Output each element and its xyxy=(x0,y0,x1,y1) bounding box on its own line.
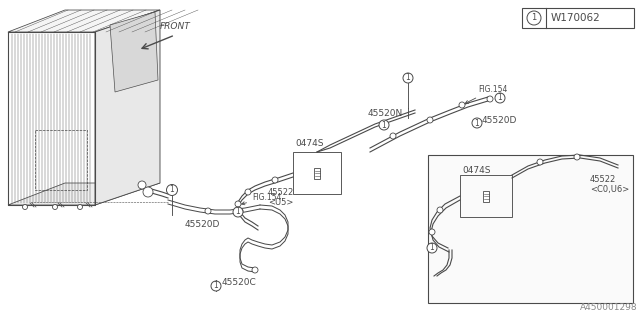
Circle shape xyxy=(233,207,243,217)
Text: 45520C: 45520C xyxy=(222,278,257,287)
Circle shape xyxy=(390,133,396,139)
Text: FRONT: FRONT xyxy=(159,22,190,31)
Circle shape xyxy=(495,93,505,103)
Text: W170062: W170062 xyxy=(551,13,601,23)
Circle shape xyxy=(252,267,258,273)
Circle shape xyxy=(429,229,435,235)
Polygon shape xyxy=(8,183,160,205)
Circle shape xyxy=(205,208,211,214)
Bar xyxy=(293,152,341,194)
Text: 1: 1 xyxy=(381,121,387,130)
Text: 1: 1 xyxy=(531,13,536,22)
Bar xyxy=(428,155,633,303)
Circle shape xyxy=(537,159,543,165)
Circle shape xyxy=(138,181,146,189)
Circle shape xyxy=(379,120,389,130)
Text: 0474S: 0474S xyxy=(295,139,323,148)
Circle shape xyxy=(245,189,251,195)
Polygon shape xyxy=(110,12,158,92)
Bar xyxy=(483,190,489,202)
Circle shape xyxy=(574,154,580,160)
Text: 0474S: 0474S xyxy=(462,166,490,175)
Text: A450001298: A450001298 xyxy=(580,303,637,312)
Text: 45520D: 45520D xyxy=(482,116,517,125)
Text: FIG.154: FIG.154 xyxy=(241,193,282,205)
Circle shape xyxy=(403,73,413,83)
Text: 45520N: 45520N xyxy=(368,109,403,118)
Bar xyxy=(314,167,320,179)
Circle shape xyxy=(77,204,83,210)
Text: 1: 1 xyxy=(214,282,218,291)
Bar xyxy=(460,175,512,217)
Circle shape xyxy=(459,102,465,108)
Circle shape xyxy=(52,204,58,210)
Circle shape xyxy=(472,118,482,128)
Circle shape xyxy=(211,281,221,291)
Circle shape xyxy=(166,185,177,196)
Polygon shape xyxy=(95,10,160,205)
Circle shape xyxy=(143,187,153,197)
Circle shape xyxy=(487,96,493,102)
Text: 45520D: 45520D xyxy=(185,220,220,229)
Text: 1: 1 xyxy=(498,93,502,102)
Bar xyxy=(35,130,87,190)
Circle shape xyxy=(427,117,433,123)
Text: 1: 1 xyxy=(475,118,479,127)
Circle shape xyxy=(427,243,437,253)
Polygon shape xyxy=(8,10,160,32)
Circle shape xyxy=(235,201,241,207)
Text: FIG.154: FIG.154 xyxy=(465,85,508,103)
Text: 1: 1 xyxy=(170,186,174,195)
Circle shape xyxy=(22,204,28,210)
Circle shape xyxy=(237,208,243,214)
Bar xyxy=(522,8,634,28)
Circle shape xyxy=(527,11,541,25)
Circle shape xyxy=(437,207,443,213)
Text: 1: 1 xyxy=(236,207,241,217)
Text: 1: 1 xyxy=(406,74,410,83)
Text: 1: 1 xyxy=(429,244,435,252)
Text: 45522
<C0,U6>: 45522 <C0,U6> xyxy=(590,175,629,194)
Circle shape xyxy=(272,177,278,183)
Text: 45522
<U5>: 45522 <U5> xyxy=(268,188,294,207)
